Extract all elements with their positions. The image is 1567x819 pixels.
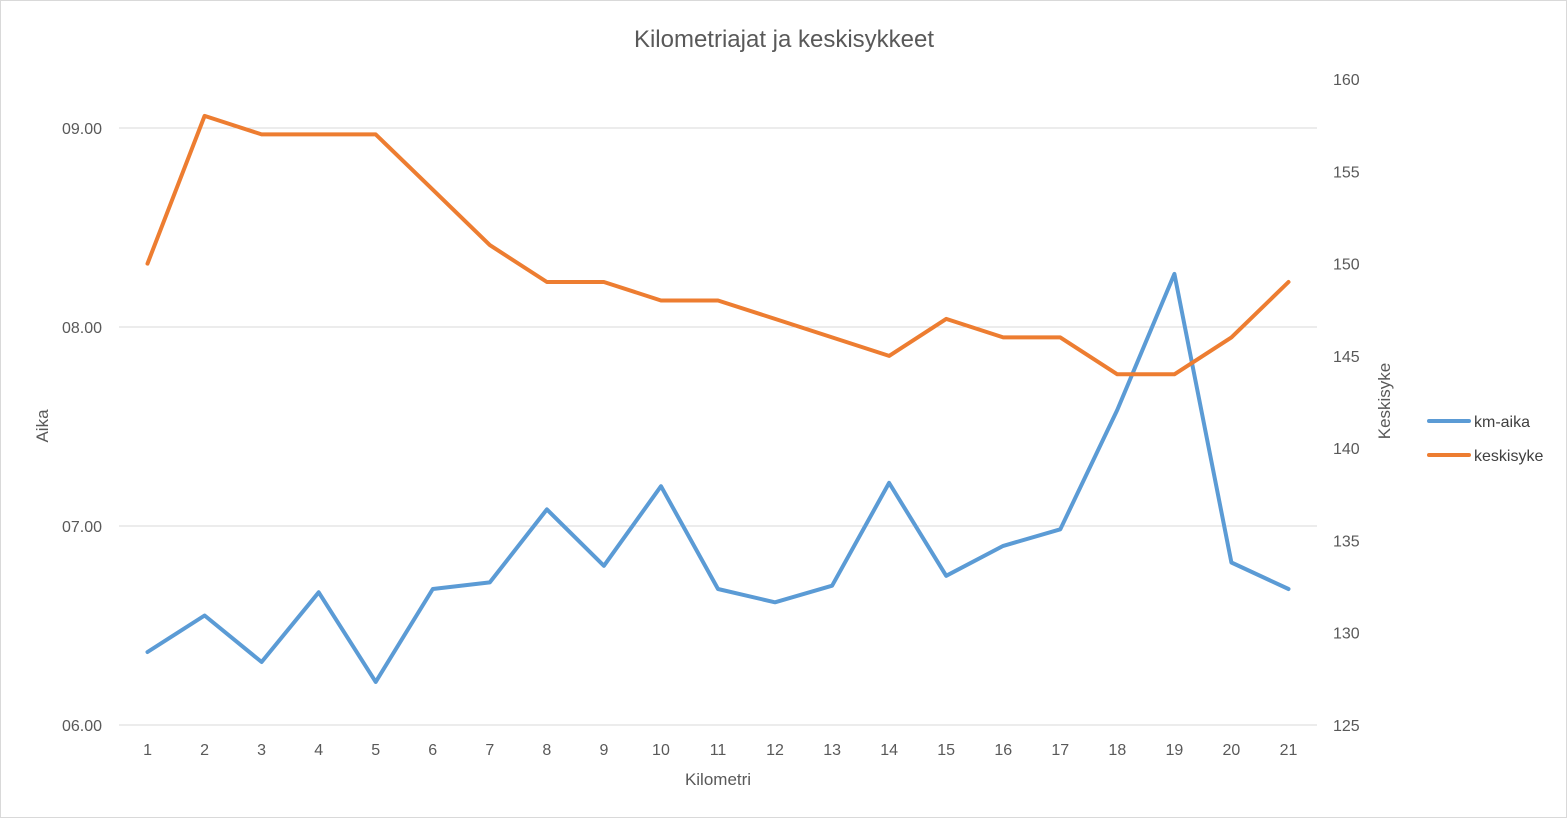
x-tick-label: 21: [1280, 742, 1298, 759]
x-tick-label: 16: [994, 742, 1012, 759]
x-tick-label: 9: [599, 742, 608, 759]
series-lines: [145, 113, 1291, 684]
x-tick-label: 1: [143, 742, 152, 759]
series-line-km-aika: [145, 271, 1291, 684]
x-tick-label: 11: [710, 742, 727, 759]
y2-tick-label: 155: [1333, 164, 1360, 181]
x-tick-label: 17: [1051, 742, 1069, 759]
x-tick-label: 5: [371, 742, 380, 759]
y2-axis-ticks: 125 130 135 140 145 150 155 160: [1333, 72, 1360, 735]
x-tick-label: 14: [880, 742, 898, 759]
x-tick-label: 6: [428, 742, 437, 759]
x-axis-ticks: 1 2 3 4 5 6 7 8 9 10 11 12 13 14 15 16 17 18 19 20 21: [143, 742, 1297, 759]
x-tick-label: 12: [766, 742, 784, 759]
y2-tick-label: 160: [1333, 72, 1360, 89]
x-tick-label: 15: [937, 742, 955, 759]
series-line-keskisyke: [145, 113, 1291, 377]
y2-tick-label: 125: [1333, 718, 1360, 735]
x-tick-label: 7: [485, 742, 494, 759]
x-tick-label: 8: [542, 742, 551, 759]
y2-tick-label: 145: [1333, 349, 1360, 366]
gridlines: [119, 127, 1317, 726]
chart-title: Kilometriajat ja keskisykkeet: [634, 26, 934, 53]
y-axis-ticks: 06.00 07.00 08.00 09.00: [62, 121, 102, 735]
x-tick-label: 19: [1165, 742, 1183, 759]
x-tick-label: 2: [200, 742, 209, 759]
x-tick-label: 20: [1223, 742, 1241, 759]
x-tick-label: 3: [257, 742, 266, 759]
y-tick-label: 07.00: [62, 519, 102, 536]
x-tick-label: 13: [823, 742, 841, 759]
y2-tick-label: 140: [1333, 441, 1360, 458]
y-tick-label: 08.00: [62, 320, 102, 337]
legend: km-aika keskisyke: [1427, 414, 1543, 465]
y-tick-label: 06.00: [62, 718, 102, 735]
x-axis-title: Kilometri: [685, 770, 751, 789]
legend-label: km-aika: [1474, 414, 1530, 431]
x-tick-label: 4: [314, 742, 323, 759]
legend-label: keskisyke: [1474, 448, 1543, 465]
y2-tick-label: 135: [1333, 533, 1360, 550]
x-tick-label: 10: [652, 742, 670, 759]
y2-tick-label: 150: [1333, 257, 1360, 274]
y-axis-title: Aika: [33, 409, 52, 443]
y2-axis-title: Keskisyke: [1375, 363, 1394, 440]
y2-tick-label: 130: [1333, 626, 1360, 643]
x-tick-label: 18: [1108, 742, 1126, 759]
y-tick-label: 09.00: [62, 121, 102, 138]
